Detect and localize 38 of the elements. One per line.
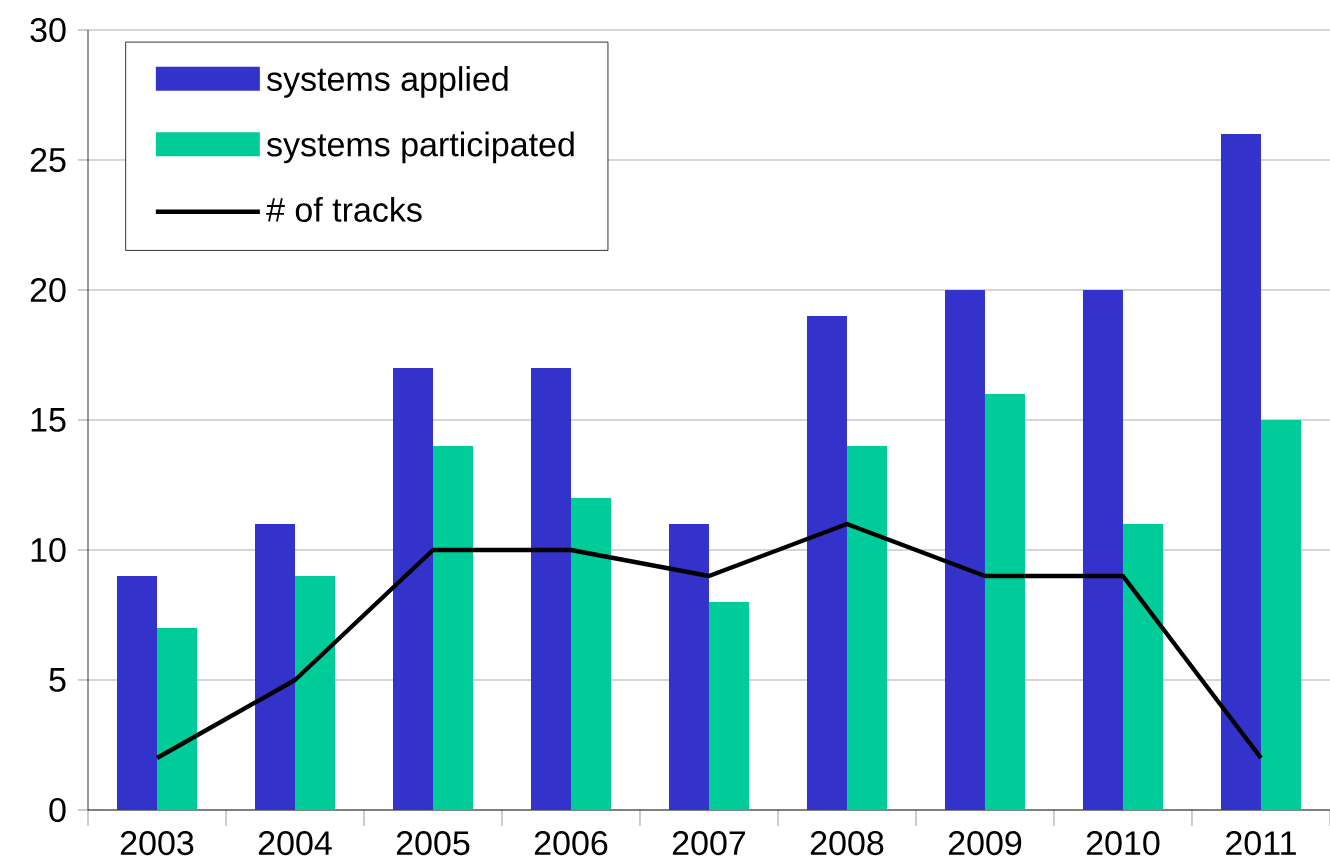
line-series	[154, 521, 1264, 761]
x-tick-label: 2008	[810, 831, 884, 856]
y-tick-label: 25	[30, 147, 66, 173]
y-tick-label: 5	[49, 668, 66, 692]
bar	[433, 445, 473, 810]
bar	[530, 368, 571, 810]
bar	[846, 445, 887, 810]
x-tick-label: 2003	[120, 831, 194, 856]
y-tick-label: 10	[31, 537, 66, 563]
x-tick-label: 2006	[534, 831, 608, 856]
y-tick-label: 15	[31, 408, 66, 432]
x-tick-label: 2010	[1086, 831, 1160, 856]
legend-label: # of tracks	[266, 196, 422, 222]
x-tick-label: 2011	[1226, 831, 1296, 856]
bar	[570, 497, 611, 810]
bar	[157, 627, 197, 810]
bar	[708, 601, 749, 810]
bar	[944, 289, 985, 810]
bar	[1082, 289, 1123, 810]
bar	[295, 575, 335, 810]
bar	[984, 393, 1025, 810]
legend-label: systems participated	[267, 131, 574, 164]
bar	[1122, 523, 1163, 810]
bar	[668, 523, 709, 810]
bar	[1220, 133, 1261, 810]
x-tick-label: 2005	[396, 831, 470, 856]
y-tick-label: 30	[30, 17, 66, 43]
x-tick-label: 2009	[948, 831, 1022, 856]
bar	[1260, 419, 1301, 810]
y-tick-label: 20	[30, 277, 66, 303]
legend-label: systems applied	[267, 66, 508, 98]
x-tick-label: 2007	[672, 831, 746, 856]
x-tick-label: 2004	[258, 831, 332, 856]
y-tick-label: 0	[49, 797, 66, 823]
bar	[255, 523, 295, 810]
bar	[117, 575, 157, 810]
bar	[806, 315, 847, 810]
bar	[393, 368, 433, 810]
